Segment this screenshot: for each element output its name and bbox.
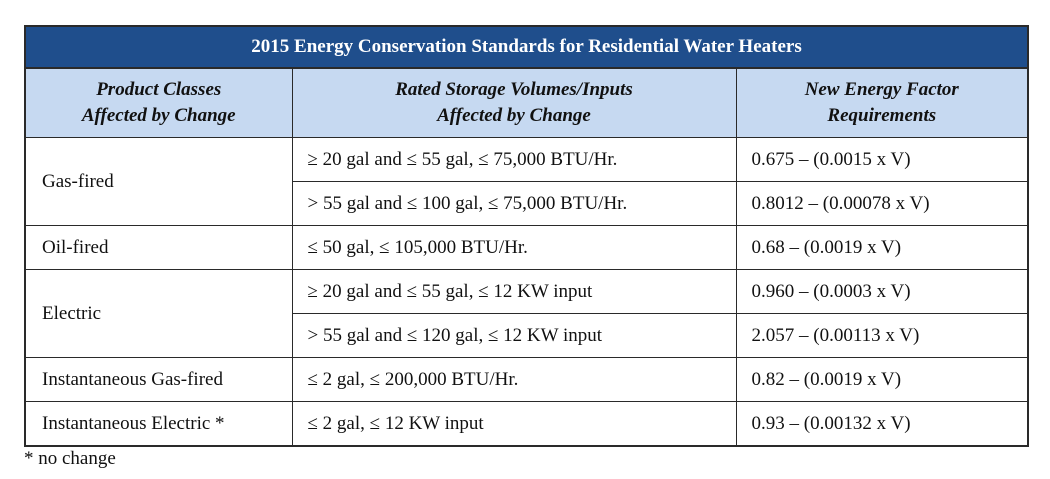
header-product-classes-line1: Product Classes bbox=[96, 79, 222, 100]
title-row: 2015 Energy Conservation Standards for R… bbox=[24, 25, 1029, 69]
header-product-classes-line2: Affected by Change bbox=[81, 105, 236, 126]
footnote: * no change bbox=[24, 448, 116, 469]
volume-cell: ≤ 50 gal, ≤ 105,000 BTU/Hr. bbox=[291, 225, 737, 270]
volume-cell: ≤ 2 gal, ≤ 200,000 BTU/Hr. bbox=[291, 357, 737, 402]
product-class-cell: Instantaneous Gas-fired bbox=[24, 357, 293, 402]
table-row: Instantaneous Gas-fired ≤ 2 gal, ≤ 200,0… bbox=[24, 357, 1029, 402]
volume-cell: > 55 gal and ≤ 120 gal, ≤ 12 KW input bbox=[291, 313, 737, 358]
energy-factor-cell: 0.675 – (0.0015 x V) bbox=[735, 137, 1029, 182]
table-row: Oil-fired ≤ 50 gal, ≤ 105,000 BTU/Hr. 0.… bbox=[24, 225, 1029, 270]
volume-cell: ≥ 20 gal and ≤ 55 gal, ≤ 75,000 BTU/Hr. bbox=[291, 137, 737, 182]
energy-factor-cell: 0.93 – (0.00132 x V) bbox=[735, 401, 1029, 447]
product-class-cell: Electric bbox=[24, 269, 293, 358]
product-class-cell: Oil-fired bbox=[24, 225, 293, 270]
header-rated-volumes: Rated Storage Volumes/Inputs Affected by… bbox=[291, 67, 737, 138]
energy-factor-cell: 0.8012 – (0.00078 x V) bbox=[735, 181, 1029, 226]
energy-factor-cell: 0.960 – (0.0003 x V) bbox=[735, 269, 1029, 314]
table-row: Gas-fired ≥ 20 gal and ≤ 55 gal, ≤ 75,00… bbox=[24, 137, 1029, 226]
header-product-classes: Product Classes Affected by Change bbox=[24, 67, 293, 138]
table-row: > 55 gal and ≤ 120 gal, ≤ 12 KW input 2.… bbox=[25, 313, 1029, 358]
water-heater-standards-table: 2015 Energy Conservation Standards for R… bbox=[24, 25, 1030, 447]
header-energy-factor-line1: New Energy Factor bbox=[804, 79, 959, 100]
standards-table-wrapper: 2015 Energy Conservation Standards for R… bbox=[24, 25, 1030, 447]
header-energy-factor-line2: Requirements bbox=[827, 105, 937, 126]
energy-factor-cell: 2.057 – (0.00113 x V) bbox=[735, 313, 1029, 358]
table-row: Instantaneous Electric * ≤ 2 gal, ≤ 12 K… bbox=[24, 401, 1029, 447]
table-row: > 55 gal and ≤ 100 gal, ≤ 75,000 BTU/Hr.… bbox=[25, 181, 1029, 226]
product-class-cell: Instantaneous Electric * bbox=[24, 401, 293, 447]
header-energy-factor: New Energy Factor Requirements bbox=[735, 67, 1029, 138]
header-row: Product Classes Affected by Change Rated… bbox=[24, 67, 1029, 138]
table-title: 2015 Energy Conservation Standards for R… bbox=[24, 25, 1029, 69]
volume-cell: ≤ 2 gal, ≤ 12 KW input bbox=[291, 401, 737, 447]
product-class-cell: Gas-fired bbox=[24, 137, 293, 226]
volume-cell: > 55 gal and ≤ 100 gal, ≤ 75,000 BTU/Hr. bbox=[291, 181, 737, 226]
energy-factor-cell: 0.68 – (0.0019 x V) bbox=[735, 225, 1029, 270]
header-rated-volumes-line2: Affected by Change bbox=[437, 105, 591, 126]
table-row: Electric ≥ 20 gal and ≤ 55 gal, ≤ 12 KW … bbox=[24, 269, 1029, 358]
header-rated-volumes-line1: Rated Storage Volumes/Inputs bbox=[395, 79, 633, 100]
volume-cell: ≥ 20 gal and ≤ 55 gal, ≤ 12 KW input bbox=[291, 269, 737, 314]
energy-factor-cell: 0.82 – (0.0019 x V) bbox=[735, 357, 1029, 402]
